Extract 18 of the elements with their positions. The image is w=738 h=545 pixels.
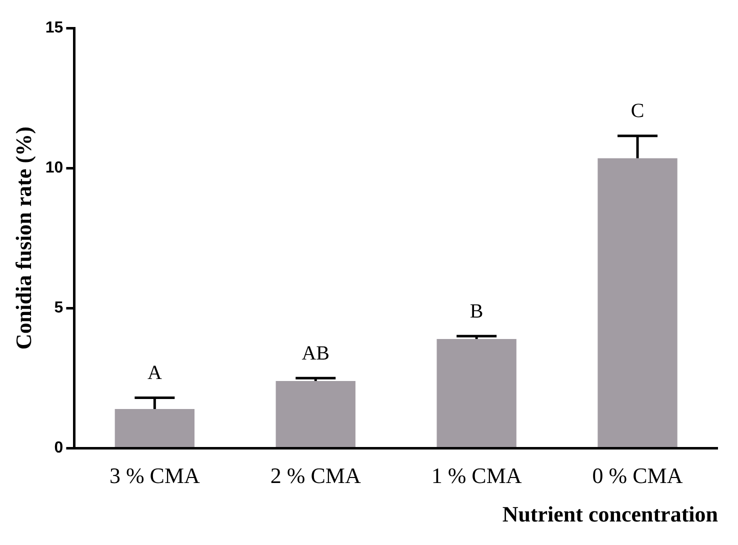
y-tick-label: 5 — [54, 300, 64, 317]
annotation: AB — [302, 342, 330, 364]
bar — [436, 338, 516, 447]
y-tick-label: 0 — [54, 440, 64, 457]
annotation: B — [470, 300, 484, 322]
y-tick-label: 10 — [45, 159, 64, 176]
x-tick-label: 2 % CMA — [270, 463, 361, 488]
y-tick-label: 15 — [45, 19, 64, 36]
x-tick-label: 3 % CMA — [109, 463, 200, 488]
bar — [598, 158, 678, 447]
bar — [276, 380, 356, 447]
x-axis-title: Nutrient concentration — [502, 501, 718, 526]
y-axis-title: Conidia fusion rate (%) — [10, 126, 36, 350]
annotation: A — [147, 362, 162, 384]
x-tick-label: 0 % CMA — [592, 463, 683, 488]
x-tick-label: 1 % CMA — [431, 463, 522, 488]
bar — [114, 408, 195, 447]
annotation: C — [630, 100, 644, 122]
